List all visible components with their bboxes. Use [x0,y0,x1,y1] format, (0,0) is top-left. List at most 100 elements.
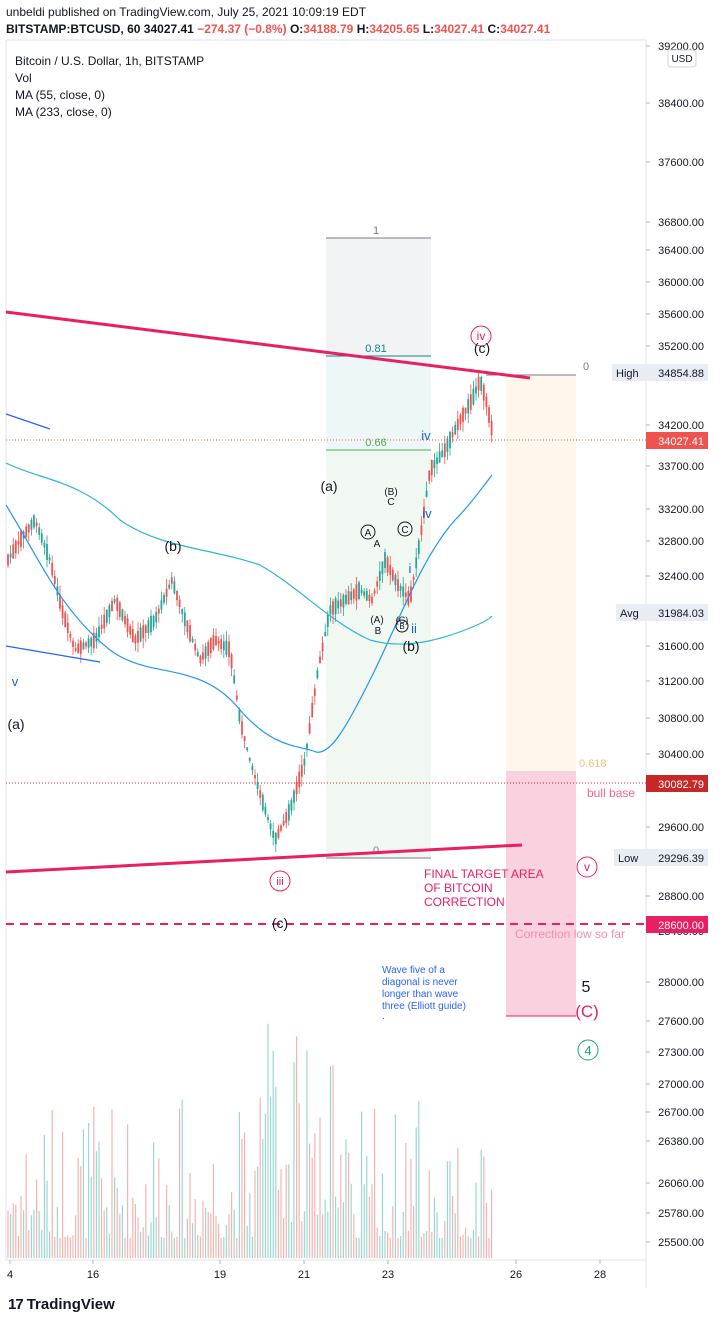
symbol-line: BITSTAMP:BTCUSD, 60 34027.41 −274.37 (−0… [6,21,718,38]
volume-bar [298,1103,300,1258]
candle-body [475,386,477,394]
target-area [506,771,576,1016]
volume-bar [43,1134,45,1258]
wave-A-circle [360,524,376,540]
price-tick-label: 27600.00 [658,1016,704,1028]
price-tick-label: 30400.00 [658,749,704,761]
volume-bar [433,1197,435,1258]
volume-bar [405,1143,407,1258]
candle-body [17,540,20,545]
volume-bar [33,1209,35,1258]
candle-body [303,758,306,766]
volume-bar [290,1222,292,1258]
candle-body [173,581,176,594]
volume-bar [288,1164,290,1258]
volume-bar [210,1213,212,1258]
volume-bar [246,1225,248,1258]
candle-body [246,747,249,751]
volume-bar [147,1235,149,1258]
volume-bar [197,1235,199,1258]
volume-bar [387,1232,389,1258]
volume-bar [28,1230,30,1258]
candle-body [51,562,54,576]
volume-bar [337,1207,339,1258]
candle-body [389,564,392,576]
wave-b-left: (b) [164,538,181,554]
candle-body [222,641,225,651]
ma233-line [5,462,493,645]
volume-bar [129,1237,131,1258]
wave-B-circ: B [399,622,404,631]
volume-bar [236,1237,238,1258]
candle-body [316,670,319,679]
volume-bar [249,1193,251,1258]
currency-box[interactable] [667,49,697,68]
tradingview-logo[interactable]: 17 TradingView [8,1296,115,1313]
candle-body [272,830,275,839]
author-name[interactable]: unbeldi [6,5,45,19]
candle-body [230,654,233,669]
volume-bar [231,1192,233,1258]
correction-low-tag: 28600.00 [658,920,704,932]
price-tick-label: 25500.00 [658,1237,704,1249]
candle-body [274,832,277,845]
candle-body [196,652,199,657]
wave-iv-blue-top: iv [421,428,431,443]
candle-body [87,638,90,648]
candle-body [113,599,116,603]
volume-bar [220,1237,222,1258]
candle-body [248,757,251,761]
candle-body [378,571,381,581]
volume-bar [85,1237,87,1258]
candle-body [376,581,379,587]
ohlc-high: 34205.65 [369,22,420,36]
candle-body [365,590,368,601]
candle-body [53,575,56,585]
wave-note-4: three (Elliott guide) [382,1001,466,1012]
volume-bar [95,1151,97,1258]
candle-body [64,612,67,628]
volume-bar [306,1050,308,1258]
candle-body [14,540,17,554]
volume-bar [296,1036,298,1258]
volume-bar [270,1096,272,1258]
ohlc-high-label: H: [356,22,370,36]
volume-bar [465,1227,467,1258]
legend-ma233[interactable]: MA (233, close, 0) [15,105,112,119]
candle-body [462,407,464,423]
volume-bar [366,1155,368,1258]
candle-body [329,605,332,615]
volume-bar [88,1123,90,1258]
candle-body [118,602,121,617]
volume-bar [324,1199,326,1258]
low-tag-bg [614,849,708,866]
legend-vol[interactable]: Vol [15,71,32,85]
volume-bar [20,1195,22,1258]
volume-bar [431,1231,433,1258]
legend-ma55[interactable]: MA (55, close, 0) [15,88,105,102]
volume-bar [134,1204,136,1258]
volume-bar [15,1204,17,1258]
volume-bar [171,1231,173,1258]
price-tick-label: 26700.00 [658,1107,704,1119]
volume-bar [436,1212,438,1258]
candle-body [92,632,95,649]
candle-body [399,585,402,591]
volume-bar [478,1236,480,1258]
candle-body [220,639,223,650]
volume-bar [124,1237,126,1258]
ma55-line [5,474,493,753]
volume-bar [358,1237,360,1258]
price-axis[interactable]: 39200.0038400.0037600.0036800.0036400.00… [646,41,704,1249]
candle-body [368,594,371,602]
price-tick-label: 35600.00 [658,309,704,321]
candle-body [326,615,329,627]
volume-bar [381,1173,383,1258]
candle-body [415,557,418,569]
time-axis[interactable]: 4 16 19 21 23 26 28 [7,1260,606,1281]
volume-bar [241,1138,243,1258]
candle-body [446,438,449,452]
volume-bar [327,1211,329,1258]
publish-text: published on TradingView.com, July 25, 2… [48,5,367,19]
